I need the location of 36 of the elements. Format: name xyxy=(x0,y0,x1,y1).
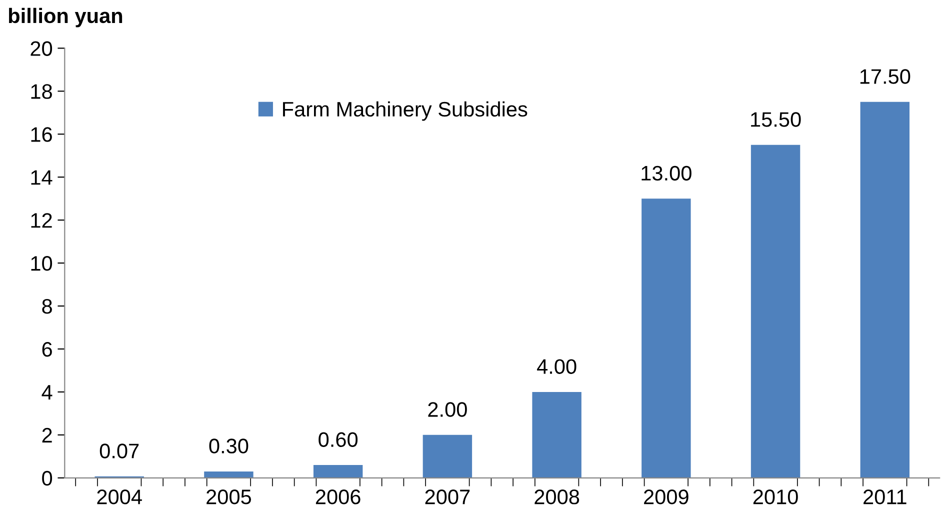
x-tick-label: 2005 xyxy=(206,490,252,504)
x-tick-label: 2006 xyxy=(316,490,360,504)
data-label: 0.60 xyxy=(318,432,358,447)
y-tick-label: 12 xyxy=(31,213,52,228)
y-tick-label: 2 xyxy=(42,428,52,442)
y-tick-label: 10 xyxy=(31,256,52,271)
x-tick-label: 2007 xyxy=(425,490,470,504)
y-tick-label: 0 xyxy=(42,470,52,486)
y-tick-label: 20 xyxy=(30,41,52,56)
bar xyxy=(750,144,800,478)
data-label: 15.50 xyxy=(751,112,801,127)
x-tick-label: 2008 xyxy=(534,490,580,504)
data-label: 0.30 xyxy=(209,438,248,454)
legend-label: Farm Machinery Subsidies xyxy=(283,101,528,121)
bar xyxy=(204,471,254,478)
y-tick-label: 8 xyxy=(42,299,52,314)
x-tick-label: 2004 xyxy=(97,490,142,504)
bar xyxy=(642,198,691,478)
y-tick-label: 14 xyxy=(31,170,52,185)
y-tick-label: 6 xyxy=(42,342,52,357)
y-tick-label: 16 xyxy=(31,127,52,142)
data-label: 4.00 xyxy=(537,359,576,374)
y-tick-label: 18 xyxy=(31,84,52,99)
bar xyxy=(532,392,582,478)
x-tick-label: 2009 xyxy=(644,490,688,504)
data-label: 2.00 xyxy=(428,402,467,417)
x-tick-label: 2010 xyxy=(753,490,798,504)
bar xyxy=(422,434,472,478)
x-tick-label: 2011 xyxy=(864,490,906,504)
bar xyxy=(860,102,910,478)
y-axis-title: billion yuan xyxy=(8,8,122,28)
data-label: 17.50 xyxy=(860,69,910,84)
data-label: 0.07 xyxy=(100,444,139,458)
bar xyxy=(313,465,363,478)
data-label: 13.00 xyxy=(642,166,692,181)
y-tick-label: 4 xyxy=(42,385,52,400)
